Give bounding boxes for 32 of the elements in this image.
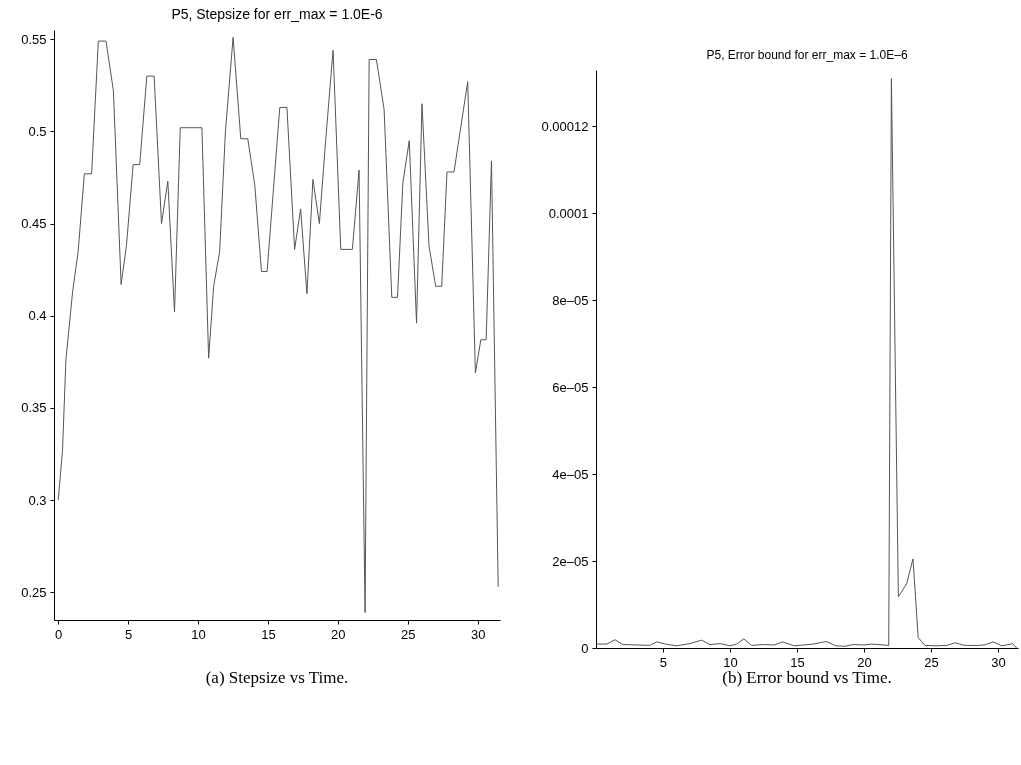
y-tick-label: 0.00012 — [541, 119, 589, 134]
x-tick-label: 15 — [261, 626, 276, 642]
y-tick-label: 0.25 — [21, 584, 47, 600]
y-tick-label: 0.55 — [21, 31, 47, 47]
x-tick-label: 30 — [470, 626, 486, 642]
y-tick-label: 2e–05 — [552, 553, 589, 569]
y-tick-label: 8e–05 — [552, 292, 589, 308]
x-tick-label: 5 — [659, 654, 668, 670]
x-tick-label: 30 — [991, 654, 1006, 670]
x-tick-label: 15 — [790, 654, 805, 670]
y-tick-label: 0 — [581, 640, 589, 656]
x-tick-label: 20 — [857, 654, 872, 670]
y-tick-label: 0.0001 — [548, 205, 589, 221]
x-tick-label: 10 — [723, 654, 738, 670]
y-tick-label: 6e–05 — [552, 379, 589, 395]
y-tick-label: 0.4 — [28, 308, 47, 324]
line-series — [57, 36, 499, 614]
x-tick-label: 10 — [191, 626, 206, 642]
y-tick-label: 0.5 — [28, 123, 47, 139]
chart-title: P5, Error bound for err_max = 1.0E–6 — [706, 48, 908, 62]
text: (b) Error bound vs Time. — [721, 668, 893, 688]
text: (a) Stepsize vs Time. — [204, 668, 350, 688]
y-tick-label: 0.35 — [21, 400, 47, 416]
y-tick-label: 0.3 — [28, 492, 47, 508]
x-tick-label: 20 — [331, 626, 346, 642]
x-tick-label: 25 — [400, 626, 416, 642]
x-tick-label: 5 — [124, 626, 133, 642]
chart-title: P5, Stepsize for err_max = 1.0E-6 — [171, 6, 383, 22]
y-tick-label: 0.45 — [21, 216, 47, 232]
x-tick-label: 0 — [55, 626, 63, 642]
y-tick-label: 4e–05 — [552, 466, 589, 482]
x-tick-label: 25 — [924, 654, 939, 670]
